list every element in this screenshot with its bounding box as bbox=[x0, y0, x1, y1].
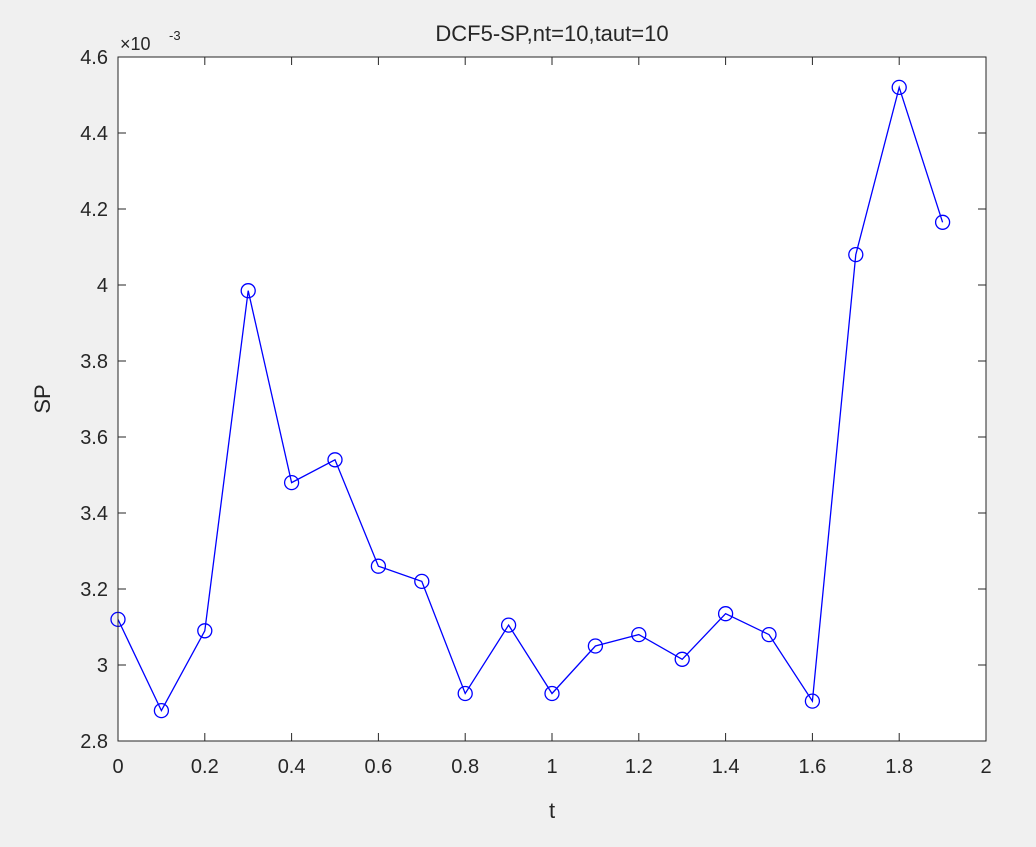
data-point bbox=[500, 617, 517, 633]
x-tick-label: 1.4 bbox=[712, 756, 740, 778]
data-point bbox=[457, 685, 473, 702]
x-tick-label: 0.2 bbox=[191, 756, 219, 778]
y-tick-label: 4.4 bbox=[80, 123, 108, 145]
axes-box bbox=[117, 56, 987, 742]
y-tick-label: 3 bbox=[97, 655, 108, 677]
data-point bbox=[370, 558, 387, 574]
x-tick-label: 1.6 bbox=[798, 756, 826, 778]
x-axis-label: t bbox=[549, 798, 555, 823]
y-tick-label: 3.4 bbox=[80, 503, 108, 525]
data-point bbox=[197, 623, 213, 639]
chart-title: DCF5-SP,nt=10,taut=10 bbox=[435, 21, 668, 46]
x-tick-label: 2 bbox=[980, 756, 991, 778]
data-point bbox=[283, 474, 300, 491]
data-point bbox=[414, 573, 430, 590]
y-tick-label: 4.6 bbox=[80, 47, 108, 69]
data-point bbox=[761, 626, 777, 643]
x-tick-label: 1.8 bbox=[885, 756, 913, 778]
y-axis-label: SP bbox=[30, 384, 55, 413]
x-tick-label: 1.2 bbox=[625, 756, 653, 778]
x-tick-label: 0 bbox=[112, 756, 123, 778]
plot-area bbox=[118, 57, 986, 741]
y-tick-label: 3.2 bbox=[80, 579, 108, 601]
y-exponent-power: -3 bbox=[169, 28, 181, 43]
data-point bbox=[153, 702, 170, 719]
x-tick-label: 1 bbox=[546, 756, 557, 778]
y-tick-label: 4 bbox=[97, 275, 108, 297]
series-line bbox=[117, 85, 944, 713]
x-tick-label: 0.6 bbox=[364, 756, 392, 778]
data-point bbox=[544, 685, 560, 702]
data-point bbox=[848, 246, 864, 263]
data-point bbox=[240, 283, 256, 299]
y-exponent-label: ×10 -3 bbox=[120, 28, 181, 54]
data-point bbox=[934, 214, 951, 230]
data-point bbox=[804, 693, 821, 709]
data-point bbox=[717, 606, 734, 622]
y-exponent-base: ×10 bbox=[120, 34, 151, 54]
data-point bbox=[631, 626, 647, 643]
x-tick-label: 0.8 bbox=[451, 756, 479, 778]
data-point bbox=[327, 452, 343, 468]
y-tick-label: 3.6 bbox=[80, 427, 108, 449]
y-tick-label: 2.8 bbox=[80, 731, 108, 753]
data-point bbox=[674, 651, 690, 667]
data-point bbox=[587, 638, 604, 654]
y-tick-label: 4.2 bbox=[80, 199, 108, 221]
x-tick-label: 0.4 bbox=[278, 756, 306, 778]
data-point bbox=[891, 79, 907, 96]
y-tick-label: 3.8 bbox=[80, 351, 108, 373]
